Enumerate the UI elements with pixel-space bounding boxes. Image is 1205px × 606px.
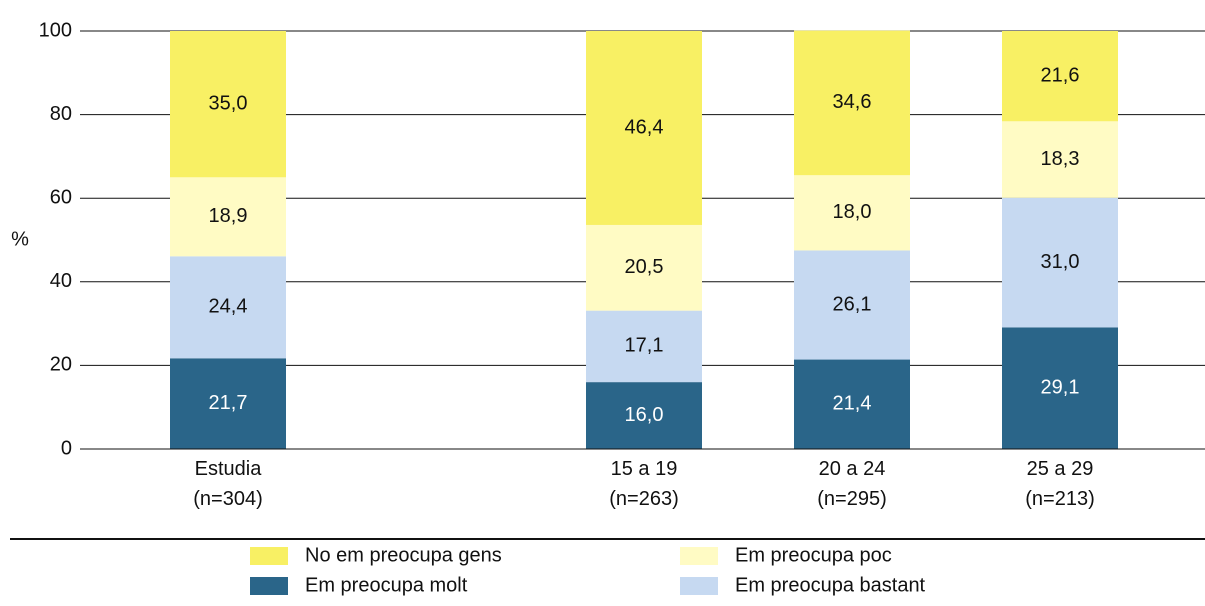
data-label: 20,5 <box>625 256 664 278</box>
y-tick-label: 0 <box>61 437 72 459</box>
data-label: 24,4 <box>209 296 248 318</box>
x-tick-label: Estudia (n=304) <box>193 458 263 510</box>
bar-segment <box>586 224 702 311</box>
data-label: 34,6 <box>833 91 872 113</box>
x-tick-label: 20 a 24 (n=295) <box>817 458 887 510</box>
data-label: 29,1 <box>1041 376 1080 398</box>
bar-segment <box>1002 121 1118 198</box>
legend-swatch <box>680 547 718 565</box>
data-label: 18,0 <box>833 201 872 223</box>
data-label: 21,7 <box>209 392 248 414</box>
legend-label: Em preocupa molt <box>305 574 468 596</box>
legend-label: Em preocupa bastant <box>735 574 926 596</box>
x-tick-label: 25 a 29 (n=213) <box>1025 458 1095 510</box>
data-label: 31,0 <box>1041 251 1080 273</box>
bar-segment <box>1002 197 1118 328</box>
bar-segment <box>794 250 910 360</box>
data-label: 18,3 <box>1041 148 1080 170</box>
bar-segment <box>586 310 702 383</box>
data-label: 26,1 <box>833 293 872 315</box>
legend-label: Em preocupa poc <box>735 544 892 566</box>
data-label: 46,4 <box>625 116 664 138</box>
y-tick-label: 20 <box>50 354 72 376</box>
bar-segment <box>586 31 702 225</box>
bar-segment <box>794 175 910 251</box>
legend-swatch <box>250 577 288 595</box>
data-label: 21,6 <box>1041 64 1080 86</box>
data-label: 16,0 <box>625 404 664 426</box>
legend-swatch <box>250 547 288 565</box>
y-tick-label: 40 <box>50 270 72 292</box>
bar-segment <box>170 358 286 449</box>
data-label: 35,0 <box>209 92 248 114</box>
bar-segment <box>1002 31 1118 122</box>
x-tick-label: 15 a 19 (n=263) <box>609 458 679 510</box>
bar-segment <box>170 31 286 178</box>
y-axis-label: % <box>11 228 29 250</box>
data-label: 21,4 <box>833 393 872 415</box>
legend-label: No em preocupa gens <box>305 544 502 566</box>
y-tick-label: 100 <box>39 19 72 41</box>
bar-segment <box>170 256 286 359</box>
bar-segment <box>794 359 910 449</box>
y-tick-label: 80 <box>50 103 72 125</box>
legend-swatch <box>680 577 718 595</box>
data-label: 17,1 <box>625 335 664 357</box>
data-label: 18,9 <box>209 205 248 227</box>
bar-segment <box>794 30 910 176</box>
y-tick-label: 60 <box>50 186 72 208</box>
bar-segment <box>170 177 286 257</box>
bar-segment <box>1002 327 1118 449</box>
bar-segment <box>586 382 702 449</box>
